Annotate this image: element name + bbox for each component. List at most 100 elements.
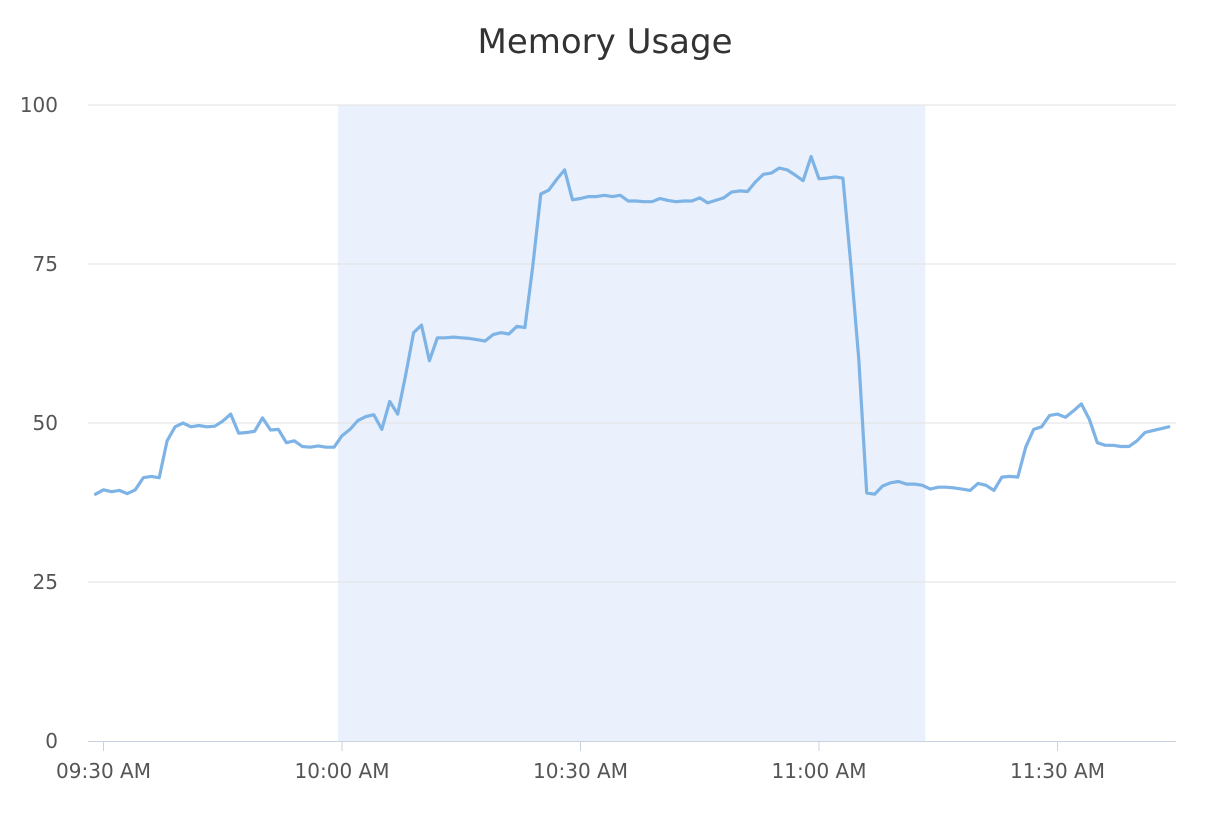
data-point [897,480,900,483]
data-point [229,412,232,416]
data-point [285,441,288,444]
data-point [1151,429,1155,432]
data-point [1000,475,1004,479]
data-point [1088,417,1091,421]
data-point [523,326,527,329]
y-tick-label: 100 [20,93,58,117]
data-point [611,195,614,198]
data-point [181,421,185,425]
data-point [1143,431,1147,434]
data-point [714,199,717,202]
data-point [213,424,216,428]
data-point [634,199,638,203]
data-point [460,336,463,339]
data-point [706,201,709,205]
data-point [1064,416,1067,419]
data-point [253,430,256,433]
x-tick-label: 10:00 AM [295,759,390,783]
data-point [277,428,280,431]
data-point [642,200,646,203]
data-point [762,173,765,176]
data-point [420,323,423,327]
data-point [1024,445,1027,449]
data-point [491,333,495,336]
x-tick-label: 10:30 AM [533,759,628,783]
data-point [1056,412,1059,416]
data-point [483,339,487,343]
data-point [786,168,789,172]
series-points [94,155,1171,496]
data-point [579,197,582,200]
data-point [738,189,741,193]
data-point [348,428,352,431]
data-point [475,338,479,341]
data-point [754,180,757,184]
data-point [722,196,725,200]
data-point [1111,444,1115,447]
grid-lines [88,104,1176,583]
data-point [380,428,383,431]
data-point [1048,414,1051,417]
data-point [1135,439,1139,443]
data-point [587,195,590,198]
data-point [110,490,113,493]
data-point [261,416,264,420]
y-axis-labels: 0 25 50 75 100 [20,93,58,753]
data-point [1032,428,1035,431]
data-point [428,359,431,362]
data-point [841,176,845,180]
data-point [674,200,678,203]
data-point [1104,444,1107,447]
data-point [102,488,105,491]
data-point [793,173,797,177]
data-point [1008,475,1011,478]
data-point [444,336,447,339]
data-point [960,487,964,491]
data-point [388,400,391,403]
data-point [825,176,829,180]
data-point [873,493,876,496]
data-point [913,482,916,486]
data-point [865,491,868,495]
data-point [531,264,534,268]
data-point [396,412,399,416]
data-point [221,419,224,423]
data-point [404,374,407,377]
x-axis-ticks: 09:30 AM 10:00 AM 10:30 AM 11:00 AM 11:30 AM [56,741,1105,783]
data-point [197,424,201,427]
data-point [809,155,813,158]
y-tick-label: 75 [33,252,58,276]
y-tick-label: 0 [45,729,58,753]
data-point [539,192,542,196]
data-point [547,189,550,192]
data-point [889,481,892,484]
chart-title: Memory Usage [477,22,733,62]
y-tick-label: 50 [33,411,58,435]
data-point [682,199,686,203]
data-point [984,484,988,487]
data-point [173,425,177,429]
data-point [905,482,908,486]
data-point [1119,445,1123,448]
data-point [1080,402,1083,406]
data-point [269,428,272,432]
data-point [1127,445,1131,448]
data-point [595,195,598,198]
x-tick-label: 09:30 AM [56,759,151,783]
data-point [309,445,312,449]
data-point [94,493,97,496]
data-point [945,486,948,489]
data-point [658,197,662,200]
data-point [770,171,773,175]
x-tick-label: 11:30 AM [1010,759,1105,783]
data-point [937,486,940,489]
data-point [165,439,169,443]
data-point [627,199,630,203]
data-point [1167,425,1171,429]
data-point [372,413,375,416]
memory-series-line [93,154,1171,496]
data-point [499,331,503,334]
data-point [976,482,980,485]
data-point [1072,409,1075,413]
